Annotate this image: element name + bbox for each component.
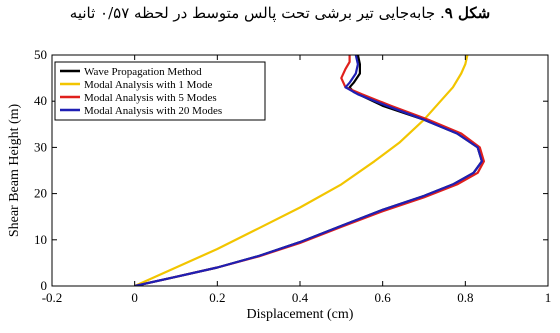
legend-entry: Modal Analysis with 20 Modes: [84, 105, 222, 117]
y-axis-label: Shear Beam Height (m): [7, 103, 22, 237]
legend-entry: Modal Analysis with 1 Mode: [84, 79, 212, 91]
figure-caption-text: . جابه‌جایی تیر برشی تحت پالس متوسط در ل…: [69, 4, 445, 22]
x-tick-label: 0: [131, 290, 138, 305]
x-tick-label: 1: [545, 290, 552, 305]
series-layer: [134, 55, 485, 286]
figure-caption-label: شکل ۹: [444, 4, 491, 22]
y-tick-label: 0: [41, 278, 48, 293]
y-tick-label: 30: [34, 139, 47, 154]
y-tick-label: 40: [34, 93, 47, 108]
x-tick-label: 0.6: [375, 290, 392, 305]
legend-box: [54, 61, 266, 121]
y-tick-label: 20: [34, 186, 47, 201]
legend-entry: Wave Propagation Method: [84, 66, 202, 78]
x-axis-label: Displacement (cm): [247, 307, 354, 322]
series-line-2: [134, 55, 469, 286]
y-tick-label: 50: [34, 47, 47, 62]
x-tick-label: 0.2: [209, 290, 225, 305]
figure-caption: شکل ۹. جابه‌جایی تیر برشی تحت پالس متوسط…: [0, 4, 560, 22]
legend-entry: Modal Analysis with 5 Modes: [84, 92, 217, 104]
x-tick-label: 0.8: [457, 290, 473, 305]
y-tick-label: 10: [34, 232, 47, 247]
x-tick-label: -0.2: [42, 290, 63, 305]
x-tick-label: 0.4: [292, 290, 309, 305]
series-line-4: [134, 55, 483, 286]
